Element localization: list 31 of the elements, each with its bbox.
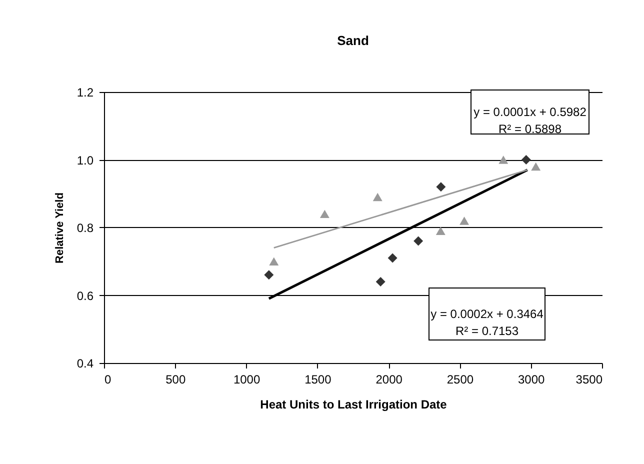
point <box>264 270 274 280</box>
point <box>436 226 446 235</box>
point <box>436 182 446 192</box>
y-axis-title: Relative Yield <box>54 192 66 264</box>
point <box>388 253 398 263</box>
x-tick-label: 1000 <box>233 372 260 386</box>
y-tick-label: 0.8 <box>76 221 94 235</box>
x-tick-label: 0 <box>104 372 112 386</box>
x-tick-label: 2500 <box>446 372 474 386</box>
point <box>460 216 470 225</box>
x-tick-label: 1500 <box>304 372 332 386</box>
chart-title: Sand <box>337 33 369 48</box>
annotation: y = 0.0002x + 0.3464 R² = 0.7153 <box>430 307 544 338</box>
y-tick-label: 1.0 <box>76 153 94 168</box>
y-tick-label: 1.2 <box>76 86 94 100</box>
x-tick-label: 3500 <box>576 372 603 386</box>
point <box>414 236 424 246</box>
point <box>521 155 531 164</box>
point <box>269 257 279 266</box>
point <box>376 276 386 286</box>
point <box>372 192 382 202</box>
y-tick-label: 0.4 <box>76 356 94 370</box>
annotation: y = 0.0001x + 0.5982 R² = 0.5898 <box>474 105 587 136</box>
x-tick-label: 2000 <box>376 372 403 386</box>
point <box>498 156 508 164</box>
x-axis-title: Heat Units to Last Irrigation Date <box>260 398 448 412</box>
x-tick-label: 500 <box>166 372 186 386</box>
y-tick-label: 0.6 <box>76 288 94 303</box>
point <box>320 210 330 218</box>
x-tick-label: 3000 <box>518 372 546 386</box>
point <box>531 162 541 171</box>
